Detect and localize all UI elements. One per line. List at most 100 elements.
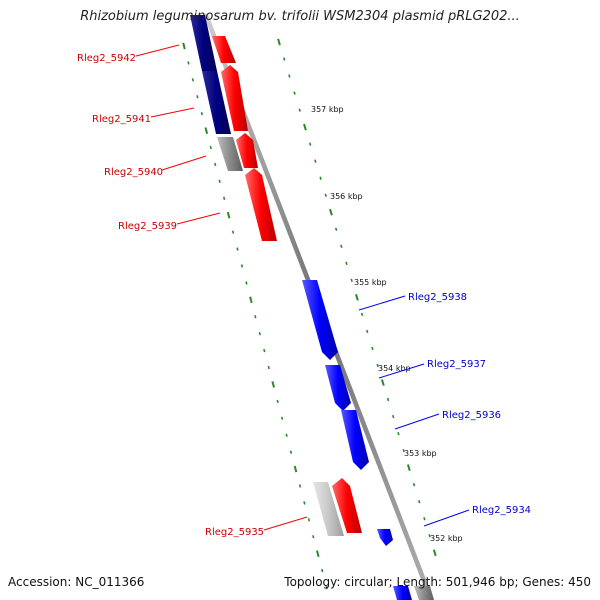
- gene-label-rleg2-5940[interactable]: Rleg2_5940: [104, 167, 163, 178]
- minor-tick: [298, 108, 301, 112]
- minor-tick: [371, 346, 374, 351]
- minor-tick: [214, 162, 217, 167]
- map-title: Rhizobium leguminosarum bv. trifolii WSM…: [80, 9, 520, 24]
- minor-tick: [263, 348, 266, 353]
- kbp-label: 352 kbp: [430, 534, 463, 543]
- minor-tick: [240, 264, 244, 268]
- major-tick: [316, 550, 320, 558]
- reverse-strand-genes: [212, 36, 362, 533]
- major-tick: [329, 208, 333, 216]
- minor-tick: [397, 431, 400, 436]
- minor-tick: [298, 484, 302, 488]
- gene-arrow: [377, 529, 393, 546]
- cog-block: [393, 586, 412, 600]
- minor-tick: [392, 414, 395, 419]
- kbp-label-group: 357 kbp 356 kbp 355 kbp 354 kbp 353 kbp …: [311, 105, 463, 543]
- cog-block: [217, 137, 243, 171]
- cog-block: [313, 482, 344, 536]
- gene-arrow: [221, 65, 248, 131]
- major-tick: [303, 123, 307, 131]
- kbp-label: 353 kbp: [404, 449, 437, 458]
- major-tick: [182, 42, 186, 50]
- minor-tick: [412, 482, 416, 487]
- minor-tick: [428, 534, 431, 538]
- major-tick: [293, 465, 298, 473]
- major-tick: [380, 379, 385, 386]
- outer-tick-ring: [277, 38, 437, 557]
- minor-tick: [314, 159, 317, 163]
- minor-tick: [223, 196, 226, 200]
- kbp-label: 357 kbp: [311, 105, 344, 114]
- minor-tick: [418, 500, 421, 504]
- major-tick: [249, 296, 253, 304]
- leader-line: [161, 155, 207, 171]
- gene-label-rleg2-5937[interactable]: Rleg2_5937: [427, 359, 486, 370]
- kbp-label: 354 kbp: [378, 364, 411, 373]
- minor-tick: [325, 585, 328, 590]
- major-tick: [271, 381, 275, 388]
- leader-line: [394, 413, 440, 430]
- minor-tick: [236, 247, 239, 251]
- gene-arrow: [332, 478, 362, 533]
- minor-tick: [276, 399, 279, 403]
- leader-line: [176, 212, 221, 225]
- topology-summary: Topology: circular; Length: 501,946 bp; …: [284, 575, 591, 589]
- minor-tick: [334, 227, 338, 231]
- leader-line: [358, 295, 406, 311]
- gene-label-lines: [135, 44, 470, 531]
- minor-tick: [324, 193, 327, 197]
- minor-tick: [280, 416, 284, 420]
- major-tick: [406, 464, 411, 471]
- minor-tick: [319, 176, 322, 180]
- forward-strand-genes: [302, 280, 393, 546]
- cog-block: [414, 586, 434, 600]
- gene-labels: Rleg2_5942 Rleg2_5941 Rleg2_5940 Rleg2_5…: [77, 53, 531, 538]
- minor-tick: [187, 61, 190, 65]
- minor-tick: [307, 518, 311, 522]
- major-tick: [226, 211, 231, 219]
- minor-tick: [293, 91, 296, 95]
- leader-line: [135, 44, 180, 57]
- minor-tick: [423, 517, 426, 521]
- gene-label-rleg2-5942[interactable]: Rleg2_5942: [77, 53, 136, 64]
- minor-tick: [312, 535, 315, 539]
- minor-tick: [258, 331, 261, 336]
- gene-label-rleg2-5936[interactable]: Rleg2_5936: [442, 410, 501, 421]
- gene-arrow: [236, 133, 258, 168]
- gene-label-rleg2-5941[interactable]: Rleg2_5941: [92, 114, 151, 125]
- minor-tick: [340, 244, 343, 248]
- minor-tick: [289, 450, 293, 454]
- kbp-label: 356 kbp: [330, 192, 363, 201]
- gene-label-rleg2-5935[interactable]: Rleg2_5935: [205, 527, 264, 538]
- kbp-label: 355 kbp: [354, 278, 387, 287]
- cog-block: [190, 15, 217, 71]
- minor-tick: [196, 95, 199, 99]
- minor-tick: [366, 329, 369, 334]
- minor-tick: [345, 261, 348, 266]
- minor-tick: [386, 397, 390, 402]
- leader-line: [263, 516, 308, 531]
- leader-line: [378, 363, 425, 379]
- minor-tick: [303, 501, 306, 505]
- gene-arrow: [245, 168, 277, 241]
- leader-line: [150, 107, 195, 118]
- major-tick: [432, 549, 437, 557]
- minor-tick: [267, 365, 270, 370]
- gene-label-rleg2-5934[interactable]: Rleg2_5934: [472, 505, 531, 516]
- leader-line: [423, 509, 470, 527]
- major-tick: [204, 127, 209, 134]
- minor-tick: [245, 281, 248, 285]
- minor-tick: [288, 74, 291, 78]
- minor-tick: [321, 568, 324, 573]
- minor-tick: [254, 315, 257, 319]
- inner-tick-ring: [182, 42, 328, 590]
- minor-tick: [191, 78, 195, 82]
- minor-tick: [200, 112, 203, 116]
- gene-arrow: [325, 365, 351, 411]
- minor-tick: [218, 179, 221, 184]
- gene-label-rleg2-5938[interactable]: Rleg2_5938: [408, 292, 467, 303]
- gene-label-rleg2-5939[interactable]: Rleg2_5939: [118, 221, 177, 232]
- major-tick: [277, 38, 281, 46]
- minor-tick: [360, 312, 364, 317]
- minor-tick: [209, 145, 212, 150]
